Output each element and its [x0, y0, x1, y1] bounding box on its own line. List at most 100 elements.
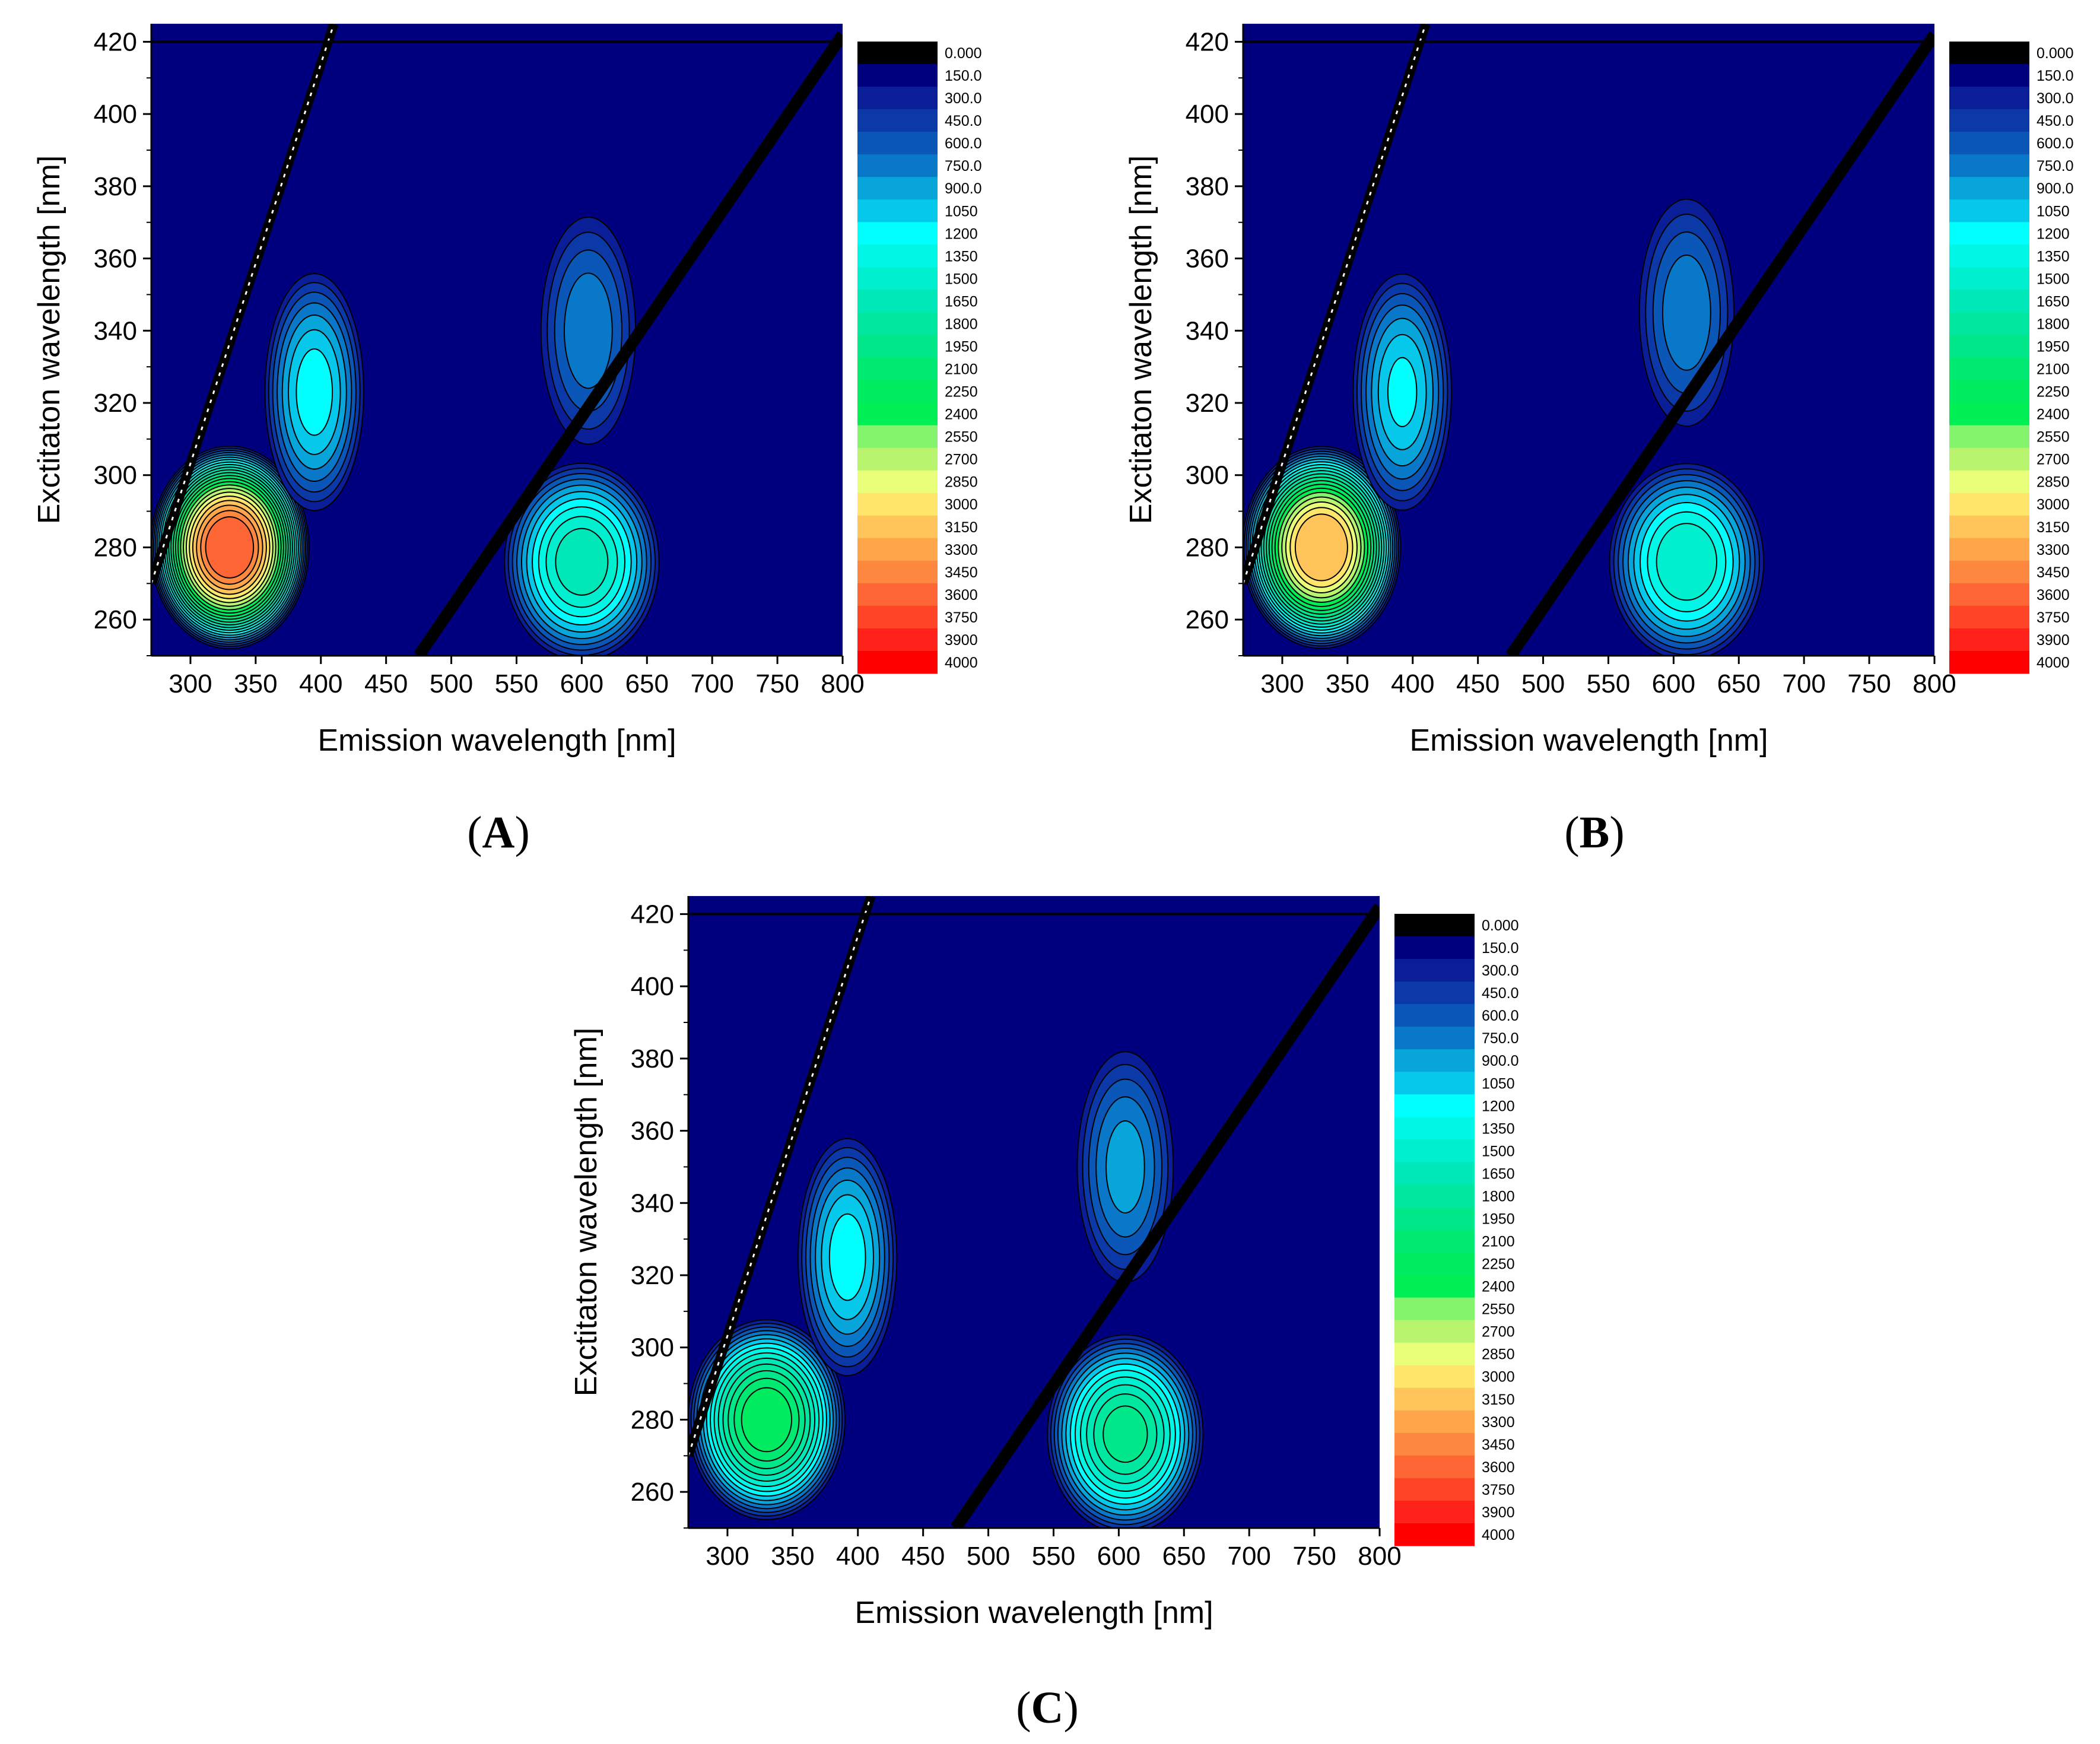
legend-label: 3600	[945, 587, 978, 603]
legend-label: 2550	[1482, 1301, 1515, 1318]
legend-label: 3000	[2037, 497, 2070, 513]
legend-label: 3300	[945, 542, 978, 558]
legend-swatch	[1949, 560, 2029, 584]
legend-label: 3300	[1482, 1414, 1515, 1431]
contour-band	[741, 1387, 793, 1453]
contour-band	[563, 272, 613, 389]
caption-close: )	[1609, 808, 1625, 857]
x-tick-label: 700	[1227, 1542, 1270, 1571]
legend-label: 600.0	[1482, 1008, 1519, 1024]
x-tick-label: 300	[706, 1542, 749, 1571]
legend-label: 3900	[945, 632, 978, 649]
y-tick-label: 420	[1186, 27, 1229, 56]
contour-band	[1661, 254, 1711, 371]
y-tick-label: 320	[1186, 389, 1229, 418]
x-tick-label: 450	[364, 669, 408, 698]
legend-swatch	[857, 109, 938, 132]
legend-swatch	[857, 628, 938, 652]
legend-swatch	[857, 222, 938, 245]
legend-label: 0.000	[945, 45, 982, 62]
legend-label: 3900	[1482, 1504, 1515, 1521]
contour-band	[1103, 1405, 1148, 1463]
legend-swatch	[1949, 402, 2029, 426]
y-tick-label: 360	[1186, 244, 1229, 274]
y-tick-label: 300	[1186, 461, 1229, 490]
caption-open: (	[467, 808, 482, 857]
y-tick-label: 400	[94, 100, 137, 129]
legend-swatch	[1394, 1049, 1475, 1072]
color-legend: 0.000 150.0 300.0 450.0 600.0 750.0 900.0 1050 1…	[1949, 42, 2074, 674]
legend-label: 300.0	[1482, 962, 1519, 979]
legend-label: 1350	[945, 248, 978, 265]
y-tick-label: 320	[94, 389, 137, 418]
caption-open: (	[1016, 1683, 1031, 1733]
y-tick-label: 380	[1186, 172, 1229, 201]
x-tick-label: 350	[234, 669, 277, 698]
legend-swatch	[1949, 447, 2029, 471]
legend-swatch	[1949, 109, 2029, 132]
rayleigh-scatter-line	[951, 903, 1380, 1528]
legend-swatch	[857, 605, 938, 629]
legend-swatch	[1394, 1162, 1475, 1185]
legend-swatch	[1949, 583, 2029, 606]
legend-swatch	[1394, 1365, 1475, 1389]
legend-label: 600.0	[2037, 135, 2074, 152]
x-tick-label: 750	[1847, 669, 1891, 698]
legend-label: 1050	[2037, 203, 2070, 220]
legend-swatch	[1949, 515, 2029, 539]
legend-swatch	[857, 244, 938, 268]
legend-swatch	[1394, 1275, 1475, 1298]
legend-label: 1350	[2037, 248, 2070, 265]
legend-swatch	[1949, 605, 2029, 629]
y-tick-label: 260	[1186, 605, 1229, 634]
legend-swatch	[857, 493, 938, 516]
rayleigh-scatter-line	[414, 31, 843, 656]
legend-label: 900.0	[2037, 180, 2074, 197]
legend-swatch	[1394, 936, 1475, 960]
chart-panel-a: 300 350 400 450 500 550 600 650 700 750 800 260 280 3…	[0, 0, 982, 783]
legend-label: 3450	[945, 564, 978, 581]
legend-swatch	[1394, 981, 1475, 1005]
legend-label: 2250	[1482, 1256, 1515, 1273]
legend-swatch	[857, 312, 938, 335]
legend-label: 1050	[1482, 1075, 1515, 1092]
legend-swatch	[1949, 154, 2029, 177]
y-tick-label: 260	[94, 605, 137, 634]
legend-swatch	[1949, 538, 2029, 561]
y-tick-label: 300	[631, 1333, 674, 1362]
legend-swatch	[1949, 199, 2029, 223]
legend-label: 1800	[2037, 316, 2070, 332]
legend-swatch	[1949, 357, 2029, 381]
legend-label: 3450	[1482, 1437, 1515, 1453]
legend-label: 1050	[945, 203, 978, 220]
legend-label: 1200	[2037, 225, 2070, 242]
legend-swatch	[1394, 1500, 1475, 1524]
legend-label: 4000	[2037, 655, 2070, 671]
legend-swatch	[857, 650, 938, 674]
legend-swatch	[1394, 1094, 1475, 1117]
legend-label: 750.0	[945, 158, 982, 174]
x-tick-label: 550	[495, 669, 538, 698]
legend-label: 3900	[2037, 632, 2070, 649]
legend-label: 2850	[1482, 1346, 1515, 1363]
contour-band	[1656, 523, 1718, 601]
legend-swatch	[857, 515, 938, 539]
x-tick-label: 450	[901, 1542, 945, 1571]
legend-swatch	[1949, 177, 2029, 200]
contour-band	[296, 348, 333, 436]
legend-label: 1200	[945, 225, 978, 242]
legend-swatch	[1394, 1230, 1475, 1253]
legend-swatch	[1949, 312, 2029, 335]
y-tick-label: 320	[631, 1261, 674, 1290]
legend-label: 750.0	[2037, 158, 2074, 174]
y-tick-label: 280	[94, 533, 137, 562]
legend-label: 450.0	[1482, 985, 1519, 1002]
legend-label: 2700	[1482, 1324, 1515, 1340]
legend-label: 150.0	[1482, 940, 1519, 957]
legend-label: 3000	[1482, 1369, 1515, 1386]
y-tick-label: 420	[631, 900, 674, 929]
legend-label: 3300	[2037, 542, 2070, 558]
legend-label: 600.0	[945, 135, 982, 152]
caption-letter: A	[482, 808, 515, 857]
x-tick-label: 700	[1782, 669, 1825, 698]
